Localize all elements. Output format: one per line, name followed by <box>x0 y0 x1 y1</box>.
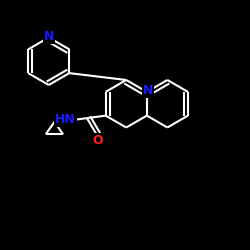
Text: N: N <box>143 84 153 97</box>
Text: N: N <box>44 30 54 43</box>
Text: O: O <box>92 134 103 147</box>
Text: HN: HN <box>55 113 76 126</box>
